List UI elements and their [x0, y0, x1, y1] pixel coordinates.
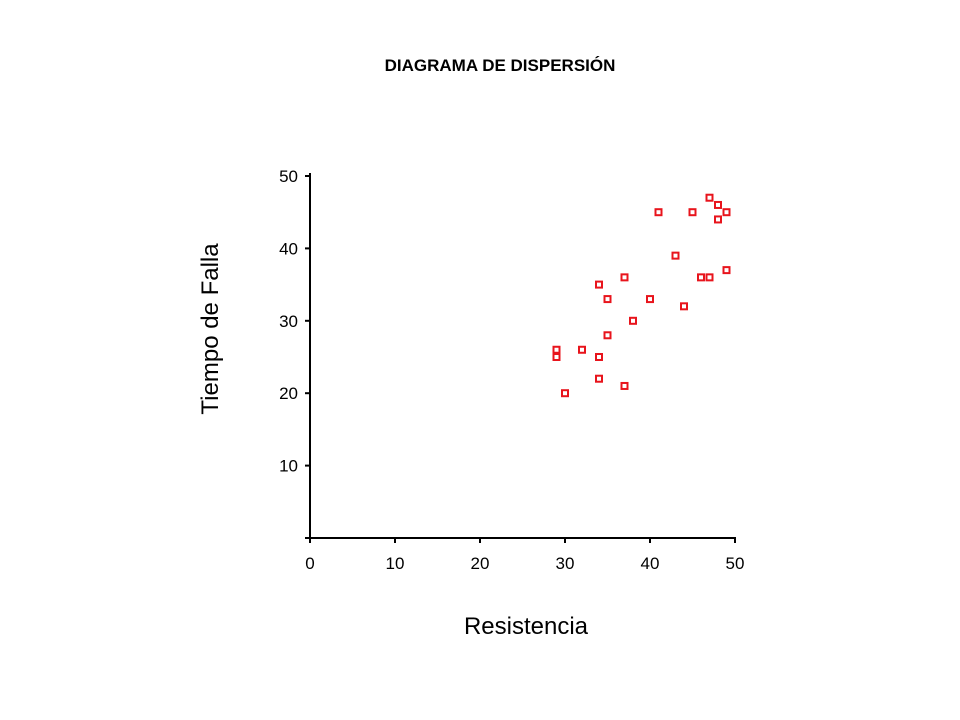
scatter-point: [552, 345, 561, 354]
scatter-point: [595, 280, 603, 289]
y-tick-label: 30: [279, 312, 298, 331]
chart-axes: [309, 173, 736, 539]
y-axis-ticks: 10 20 30 40 50: [279, 167, 310, 539]
y-tick-label: 50: [279, 167, 298, 186]
x-tick-label: 20: [471, 554, 490, 573]
scatter-point: [688, 208, 697, 217]
y-tick-label: 40: [279, 239, 298, 258]
y-tick-label: 20: [279, 384, 298, 403]
scatter-point: [705, 273, 714, 282]
scatter-point: [680, 302, 688, 311]
x-axis-ticks: 0 10 20 30 40 50: [305, 538, 744, 573]
scatter-point: [671, 251, 680, 260]
scatter-point: [714, 215, 722, 224]
x-tick-label: 0: [305, 554, 314, 573]
y-axis-label: Tiempo de Falla: [197, 243, 224, 415]
scatter-point: [561, 389, 569, 398]
scatter-point: [620, 273, 629, 282]
x-tick-label: 40: [641, 554, 660, 573]
scatter-point: [552, 353, 561, 361]
scatter-point: [646, 295, 654, 304]
scatter-point: [595, 374, 603, 383]
scatter-point: [595, 353, 603, 361]
scatter-point: [620, 381, 629, 390]
scatter-point: [603, 295, 612, 304]
scatter-point: [654, 208, 663, 217]
x-tick-label: 10: [386, 554, 405, 573]
scatter-point: [697, 273, 705, 282]
x-tick-label: 30: [556, 554, 575, 573]
scatter-point: [722, 208, 731, 217]
x-axis-label: Resistencia: [464, 613, 589, 640]
scatter-point: [714, 200, 722, 209]
scatter-point: [578, 345, 586, 354]
scatter-point: [722, 266, 731, 275]
scatter-point: [629, 316, 637, 325]
y-tick-label: 10: [279, 457, 298, 476]
scatter-point: [603, 331, 612, 340]
chart-title: DIAGRAMA DE DISPERSIÓN: [385, 56, 616, 75]
data-points: [552, 193, 731, 398]
scatter-point: [705, 193, 714, 202]
x-tick-label: 50: [726, 554, 745, 573]
